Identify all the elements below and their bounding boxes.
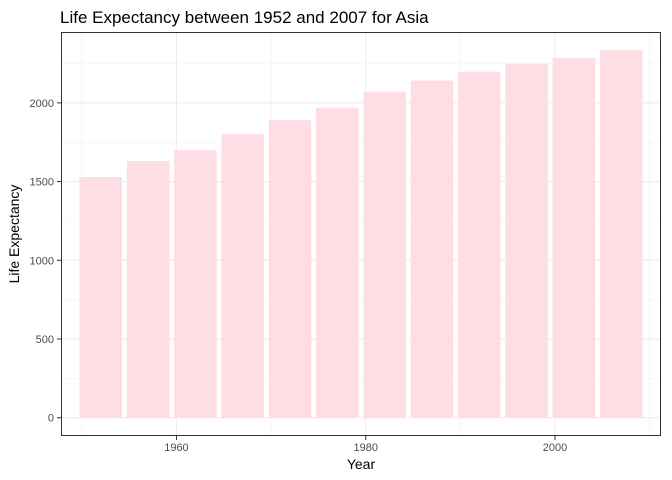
x-tick-label: 2000 bbox=[543, 442, 567, 454]
bars bbox=[79, 50, 643, 418]
y-tick-label: 1500 bbox=[30, 177, 54, 189]
bar-1987 bbox=[410, 80, 454, 418]
axis-ticks: 1960 1980 2000 0 500 1000 1500 2000 bbox=[30, 98, 568, 454]
bar-1992 bbox=[458, 71, 501, 418]
bar-1972 bbox=[268, 120, 312, 418]
chart-title: Life Expectancy between 1952 and 2007 fo… bbox=[60, 8, 429, 27]
y-tick-label: 0 bbox=[48, 413, 54, 425]
bar-1982 bbox=[363, 91, 406, 418]
y-tick-label: 2000 bbox=[30, 98, 54, 110]
y-tick-label: 1000 bbox=[30, 255, 54, 267]
x-axis-title: Year bbox=[347, 456, 376, 472]
x-tick-label: 1980 bbox=[353, 442, 377, 454]
bar-2007 bbox=[599, 50, 643, 418]
bar-1997 bbox=[505, 63, 548, 418]
bar-2002 bbox=[552, 57, 596, 418]
plot-border bbox=[61, 32, 661, 436]
bar-1952 bbox=[79, 177, 123, 418]
y-axis-title: Life Expectancy bbox=[6, 185, 22, 284]
bar-1967 bbox=[221, 134, 264, 418]
y-tick-label: 500 bbox=[36, 334, 54, 346]
x-tick-label: 1960 bbox=[164, 442, 188, 454]
bar-1977 bbox=[316, 107, 359, 418]
bar-1962 bbox=[174, 150, 217, 418]
bar-1957 bbox=[126, 161, 170, 418]
